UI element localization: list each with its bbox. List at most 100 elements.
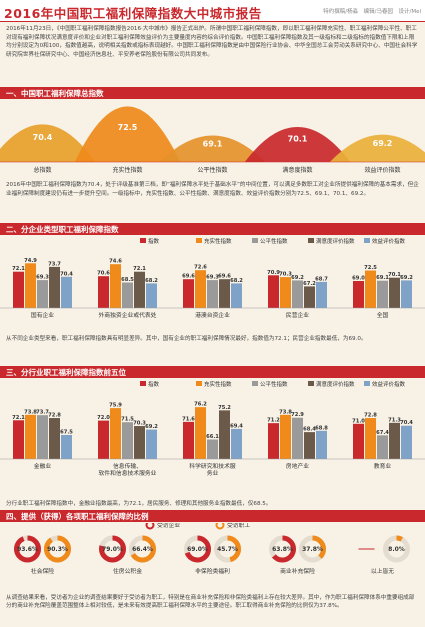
bar-value-label: 72.8 [364, 413, 377, 419]
bar [110, 264, 121, 308]
donut-arc [269, 535, 296, 563]
hill-value-label: 72.5 [118, 123, 138, 132]
bar [195, 270, 206, 308]
hill-value-label: 70.1 [288, 135, 308, 144]
bar [134, 271, 145, 308]
section-2-header: 二、分企业类型职工福利保障指数 [0, 223, 425, 235]
legend-label: 满意度评价指数 [316, 237, 355, 245]
bar-value-label: 72.6 [194, 265, 207, 271]
legend-swatch [196, 381, 202, 386]
ratio-donut-chart: 受访企业 受访职工 93.6% 90.3% 社会保险 79.0% 66.4% 住房公积金 69.… [14, 523, 410, 575]
bar-value-label: 68.7 [315, 276, 328, 282]
bar [146, 283, 157, 308]
donut-value-label: 8.0% [388, 546, 405, 553]
bar [134, 426, 145, 459]
bar-value-label: 71.5 [121, 417, 134, 423]
bar [268, 423, 279, 459]
bar [49, 266, 60, 308]
hill-category-label: 充实性指数 [112, 166, 142, 174]
bar [316, 281, 327, 308]
bar [280, 414, 291, 459]
bar [268, 275, 279, 308]
credit-line: 特约撰稿/杨淼 编辑/马春园 设计/Mel [323, 9, 421, 15]
bar-value-label: 71.6 [182, 416, 195, 422]
legend-label: 效益评价指数 [372, 237, 406, 245]
legend-swatch [364, 381, 370, 386]
bar-value-label: 70.4 [400, 420, 413, 426]
donut-arc [14, 535, 41, 563]
total-index-chart: 70.4 总指数 72.5 充实性指数 69.1 公平性指数 70.1 满意度指数 69.2 效益… [0, 106, 425, 174]
bar [353, 423, 364, 459]
bar-value-label: 73.7 [36, 410, 49, 416]
bar [61, 276, 72, 308]
donut-category-label: 住房公积金 [113, 567, 142, 575]
bar [98, 420, 109, 459]
bar [219, 279, 230, 308]
hill-value-label: 69.2 [373, 139, 393, 148]
donut-category-label: 社会保险 [31, 567, 54, 575]
legend-swatch [196, 238, 202, 243]
bar-value-label: 75.9 [109, 403, 122, 409]
bar [195, 407, 206, 459]
legend-swatch [145, 523, 155, 530]
bar [292, 280, 303, 308]
donut-arc [99, 535, 126, 563]
donut-arc [299, 535, 326, 563]
bar-value-label: 75.2 [218, 405, 231, 411]
category-label: 科学研究和技术服 [189, 462, 236, 470]
section-4-header: 四、提供（获得）各项职工福利保障的比例 [0, 510, 425, 522]
legend-swatch [140, 238, 146, 243]
legend-swatch [308, 238, 314, 243]
donut-value-label: 63.8% [272, 546, 293, 553]
index-hill [244, 126, 351, 162]
category-label: 港澳台资企业 [195, 311, 230, 319]
legend-label: 指数 [148, 237, 160, 245]
legend-label: 充实性指数 [204, 380, 232, 388]
bar [292, 417, 303, 459]
bar-value-label: 72.9 [291, 412, 304, 418]
category-label: 教育业 [374, 462, 392, 470]
bar-value-label: 70.3 [279, 272, 292, 278]
bar-value-label: 69.1 [376, 275, 389, 281]
bar-value-label: 74.9 [24, 258, 37, 264]
bar-value-label: 72.0 [97, 415, 110, 421]
legend-swatch [215, 523, 225, 530]
bar [25, 414, 36, 459]
hill-category-label: 公平性指数 [197, 166, 227, 174]
bar [146, 429, 157, 459]
bar-value-label: 72.1 [133, 266, 146, 272]
donut-value-label: 93.6% [17, 546, 38, 553]
bar-value-label: 69.0 [352, 276, 365, 282]
bar-value-label: 72.1 [12, 415, 25, 421]
bar-value-label: 72.1 [12, 266, 25, 272]
donut-arc [129, 535, 156, 563]
legend-label: 受访职工 [227, 523, 250, 529]
index-hill [159, 135, 266, 162]
bar [13, 271, 24, 308]
bar-value-label: 74.6 [109, 259, 122, 265]
section-1-title: 一、中国职工福利保障总指数 [6, 89, 104, 98]
bar-value-label: 69.2 [400, 275, 413, 281]
bar-value-label: 69.3 [36, 275, 49, 281]
category-label: 外商独资企业或代表处 [99, 311, 157, 319]
bar-value-label: 67.2 [303, 281, 316, 287]
bar-value-label: 68.5 [121, 277, 134, 283]
category-label: 全国 [377, 311, 389, 319]
donut-value-label: 79.0% [102, 546, 123, 553]
section-3-title: 三、分行业职工福利保障指数前五位 [6, 368, 126, 377]
bar [365, 270, 376, 308]
bar-value-label: 69.6 [218, 274, 231, 280]
donut-category-label: 商业补充保险 [280, 567, 315, 575]
donut-value-label: 69.0% [187, 546, 208, 553]
bar [377, 280, 388, 308]
bar-value-label: 71.0 [352, 418, 365, 424]
legend-swatch [364, 238, 370, 243]
bar-value-label: 70.4 [60, 271, 73, 277]
category-label: 民营企业 [286, 311, 309, 319]
legend-swatch [252, 238, 258, 243]
donut-arc [184, 535, 211, 563]
donut-category-label: 以上皆无 [371, 567, 394, 575]
donut-value-label: 66.4% [132, 546, 153, 553]
bar-value-label: 69.4 [230, 423, 243, 429]
bar-value-label: 69.2 [145, 424, 158, 430]
